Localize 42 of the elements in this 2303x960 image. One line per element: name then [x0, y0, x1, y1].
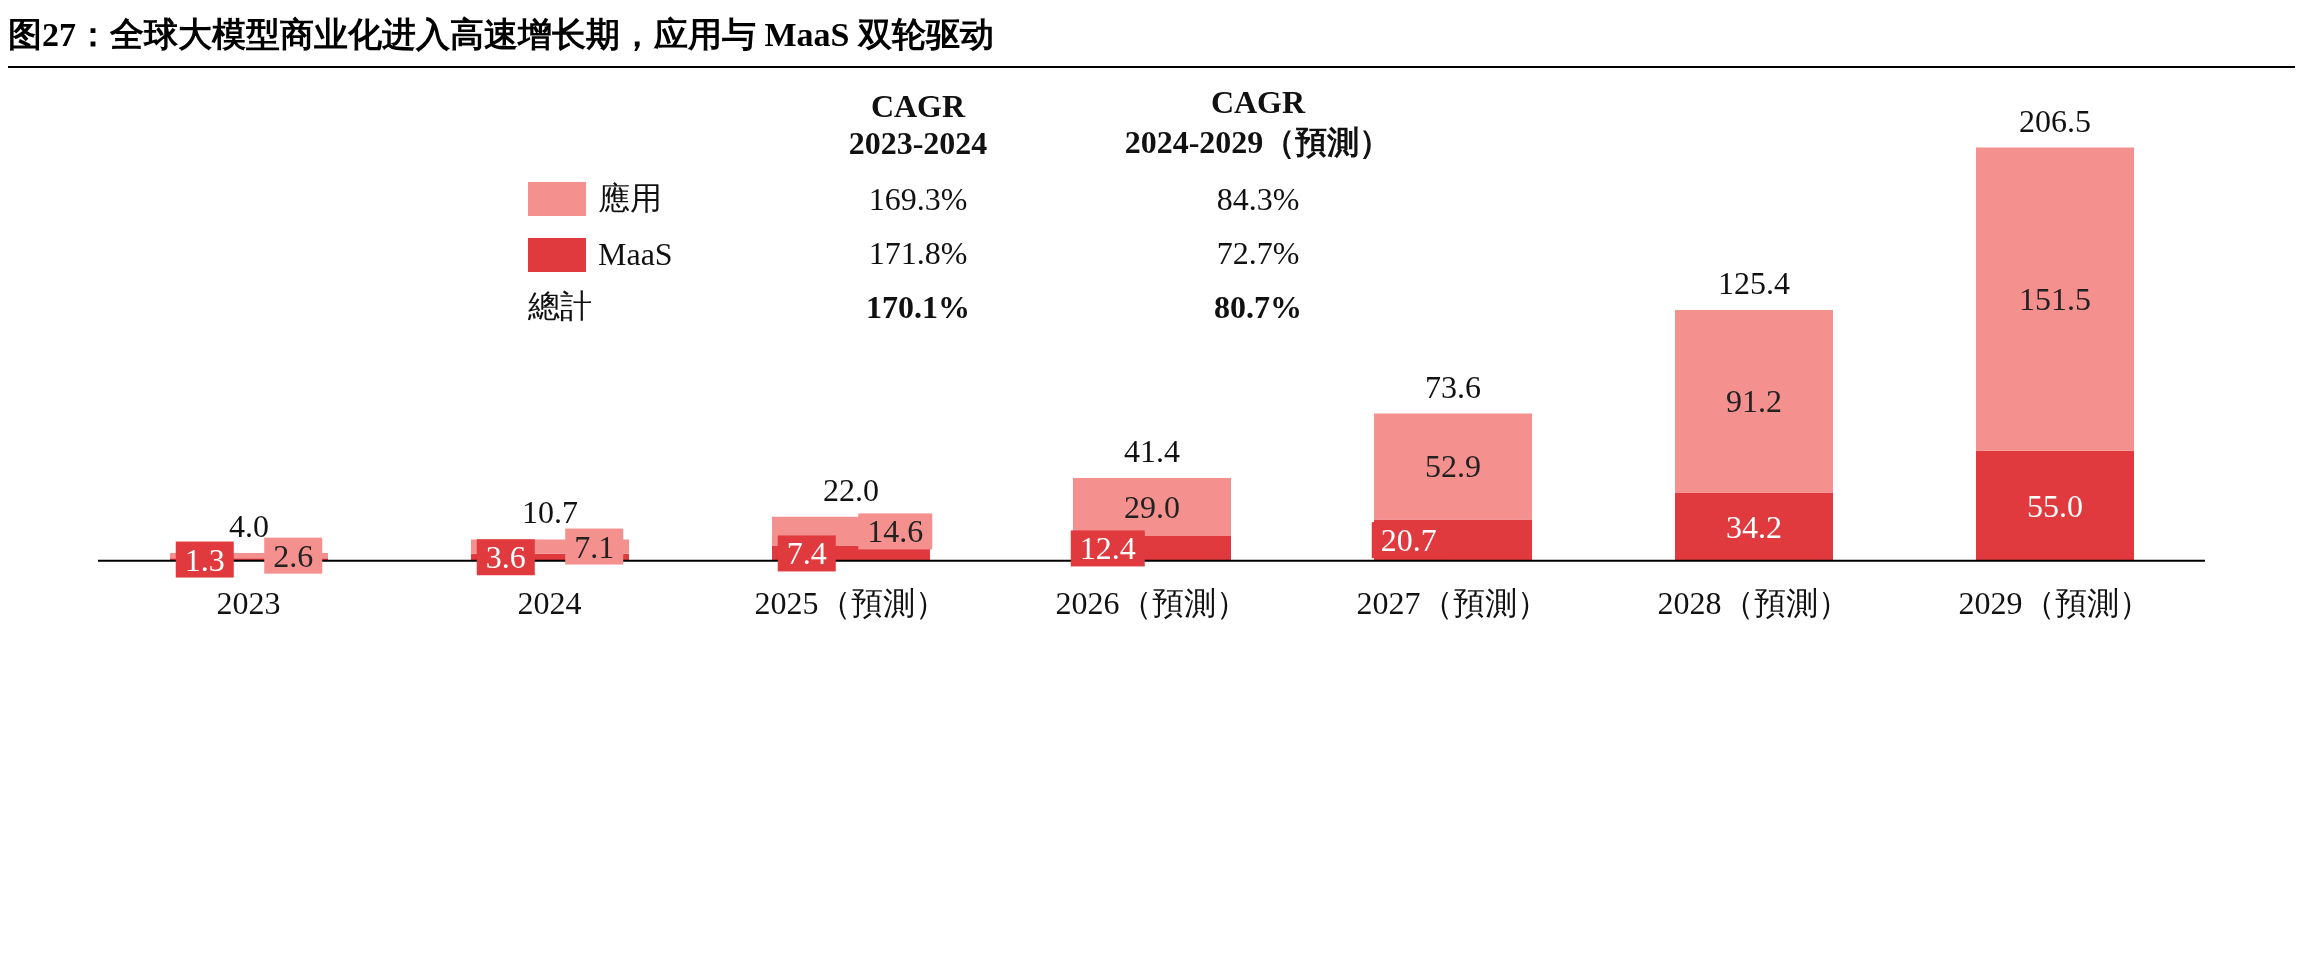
annotation: 80.7%	[1213, 287, 1303, 327]
x-tick-label: 2024	[517, 584, 582, 621]
total-label: 73.6	[1425, 368, 1481, 405]
total-label: 10.7	[522, 494, 578, 531]
x-tick-label: 2028（預測）	[1657, 584, 1850, 621]
x-tick-label: 2026（預測）	[1055, 584, 1248, 621]
annotation: 2024-2029（預測）	[1124, 124, 1392, 160]
data-label: 34.2	[1726, 508, 1782, 545]
legend-label: MaaS	[598, 236, 673, 273]
annotation: 84.3%	[1215, 179, 1301, 219]
total-label: 206.5	[2019, 102, 2091, 139]
annotation: 171.8%	[867, 233, 969, 273]
total-label: 125.4	[1718, 264, 1790, 301]
text: CAGR	[1210, 84, 1306, 120]
annotation: 169.3%	[867, 179, 969, 219]
data-label: 20.7	[1380, 522, 1437, 559]
data-label: 2.6	[273, 537, 314, 574]
data-label: 151.5	[2019, 281, 2091, 318]
legend-label: 應用	[598, 180, 662, 216]
x-tick-label: 2029（預測）	[1958, 584, 2151, 621]
annotation: 170.1%	[865, 287, 971, 327]
data-label: 7.1	[574, 528, 615, 565]
text: CAGR	[870, 87, 966, 124]
x-tick-label: 2027（預測）	[1356, 584, 1549, 621]
x-tick-label: 2025（預測）	[754, 584, 947, 621]
data-label: 91.2	[1726, 383, 1782, 420]
total-label: 22.0	[823, 471, 879, 508]
data-label: 12.4	[1079, 530, 1136, 567]
total-label: 4.0	[229, 508, 269, 545]
data-label: 1.3	[184, 541, 225, 578]
total-label: 41.4	[1124, 432, 1180, 469]
data-label: 3.6	[485, 539, 526, 576]
data-label: 55.0	[2027, 487, 2083, 524]
data-label: 29.0	[1124, 489, 1180, 526]
annotation: 總計	[528, 287, 593, 327]
annotation: 72.7%	[1215, 233, 1301, 273]
data-label: 14.6	[867, 513, 924, 550]
chart-title: 图27：全球大模型商业化进入高速增长期，应用与 MaaS 双轮驱动	[8, 8, 2295, 68]
data-label: 7.4	[786, 535, 827, 572]
data-label: 52.9	[1425, 448, 1481, 485]
annotation: 2023-2024	[848, 124, 988, 161]
x-tick-label: 2023	[216, 584, 281, 621]
